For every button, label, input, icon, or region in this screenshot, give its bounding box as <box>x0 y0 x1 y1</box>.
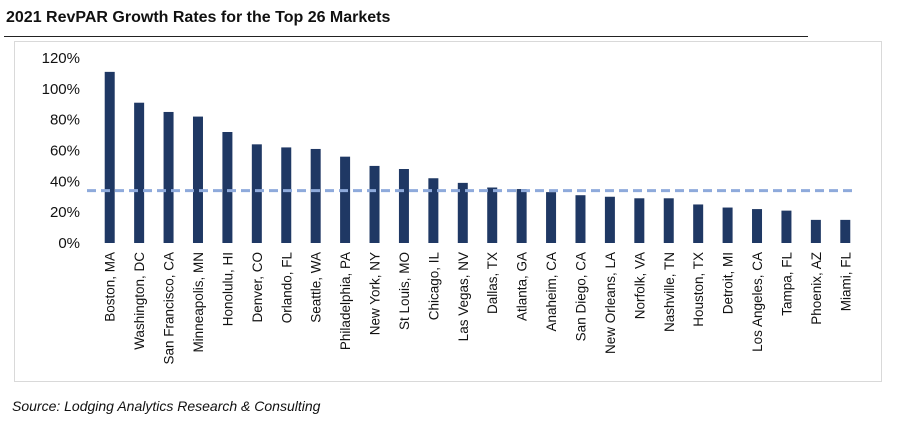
chart-title: 2021 RevPAR Growth Rates for the Top 26 … <box>6 9 391 26</box>
bar <box>781 210 792 243</box>
x-tick-label: New York, NY <box>368 252 383 335</box>
x-tick-label: St Louis, MO <box>397 252 412 330</box>
bar <box>604 196 615 243</box>
bar <box>340 156 351 243</box>
title-underline <box>4 36 808 37</box>
bar <box>546 192 557 243</box>
bar <box>104 71 115 243</box>
y-tick-label: 20% <box>50 204 80 221</box>
y-tick-label: 100% <box>42 81 80 98</box>
bar <box>310 148 321 243</box>
bar <box>222 132 233 243</box>
bar <box>634 198 645 243</box>
bar <box>840 219 851 243</box>
x-tick-label: Chicago, IL <box>426 252 441 321</box>
x-tick-label: San Francisco, CA <box>162 252 177 365</box>
bar <box>516 189 527 243</box>
x-tick-label: New Orleans, LA <box>603 252 618 354</box>
y-tick-label: 60% <box>50 143 80 160</box>
x-tick-label: Nashville, TN <box>662 252 677 332</box>
x-tick-label: Atlanta, GA <box>515 252 530 321</box>
x-tick-label: Miami, FL <box>838 252 853 312</box>
x-tick-label: Denver, CO <box>250 252 265 323</box>
bar <box>281 147 292 243</box>
bar <box>752 209 763 243</box>
bar <box>722 207 733 243</box>
x-tick-label: Los Angeles, CA <box>750 252 765 352</box>
bar <box>693 204 704 243</box>
x-tick-label: Phoenix, AZ <box>809 252 824 325</box>
bar <box>369 165 380 243</box>
x-tick-label: Seattle, WA <box>309 252 324 323</box>
x-tick-label: Minneapolis, MN <box>191 252 206 353</box>
bar <box>457 182 468 243</box>
y-axis: 0% 20% 40% 60% 80% 100% 120% <box>42 50 80 252</box>
x-tick-label: Las Vegas, NV <box>456 252 471 341</box>
x-tick-label: Norfolk, VA <box>632 252 647 319</box>
y-tick-label: 120% <box>42 50 80 67</box>
bar <box>428 178 439 243</box>
bar <box>663 198 674 243</box>
y-tick-label: 0% <box>58 235 80 252</box>
x-tick-label: Philadelphia, PA <box>338 252 353 350</box>
bar <box>163 111 174 243</box>
x-tick-label: Honolulu, HI <box>220 252 235 326</box>
x-tick-label: Tampa, FL <box>779 252 794 316</box>
x-tick-label: Boston, MA <box>103 252 118 322</box>
bars <box>104 71 851 243</box>
x-tick-label: Houston, TX <box>691 252 706 327</box>
bar <box>251 144 262 243</box>
x-tick-label: Orlando, FL <box>279 252 294 324</box>
bar <box>487 187 498 243</box>
x-axis-labels: Boston, MA Washington, DC San Francisco, C… <box>103 252 854 365</box>
x-tick-label: Dallas, TX <box>485 252 500 314</box>
bar <box>810 219 821 243</box>
x-tick-label: San Diego, CA <box>573 252 588 341</box>
x-tick-label: Anaheim, CA <box>544 252 559 332</box>
bar <box>575 195 586 243</box>
bar <box>398 169 409 243</box>
x-tick-label: Detroit, MI <box>721 252 736 314</box>
source-note: Source: Lodging Analytics Research & Con… <box>12 398 321 414</box>
bar <box>134 102 145 243</box>
x-tick-label: Washington, DC <box>132 252 147 350</box>
y-tick-label: 80% <box>50 112 80 129</box>
bar <box>192 116 203 243</box>
y-tick-label: 40% <box>50 173 80 190</box>
chart-frame <box>14 41 882 382</box>
